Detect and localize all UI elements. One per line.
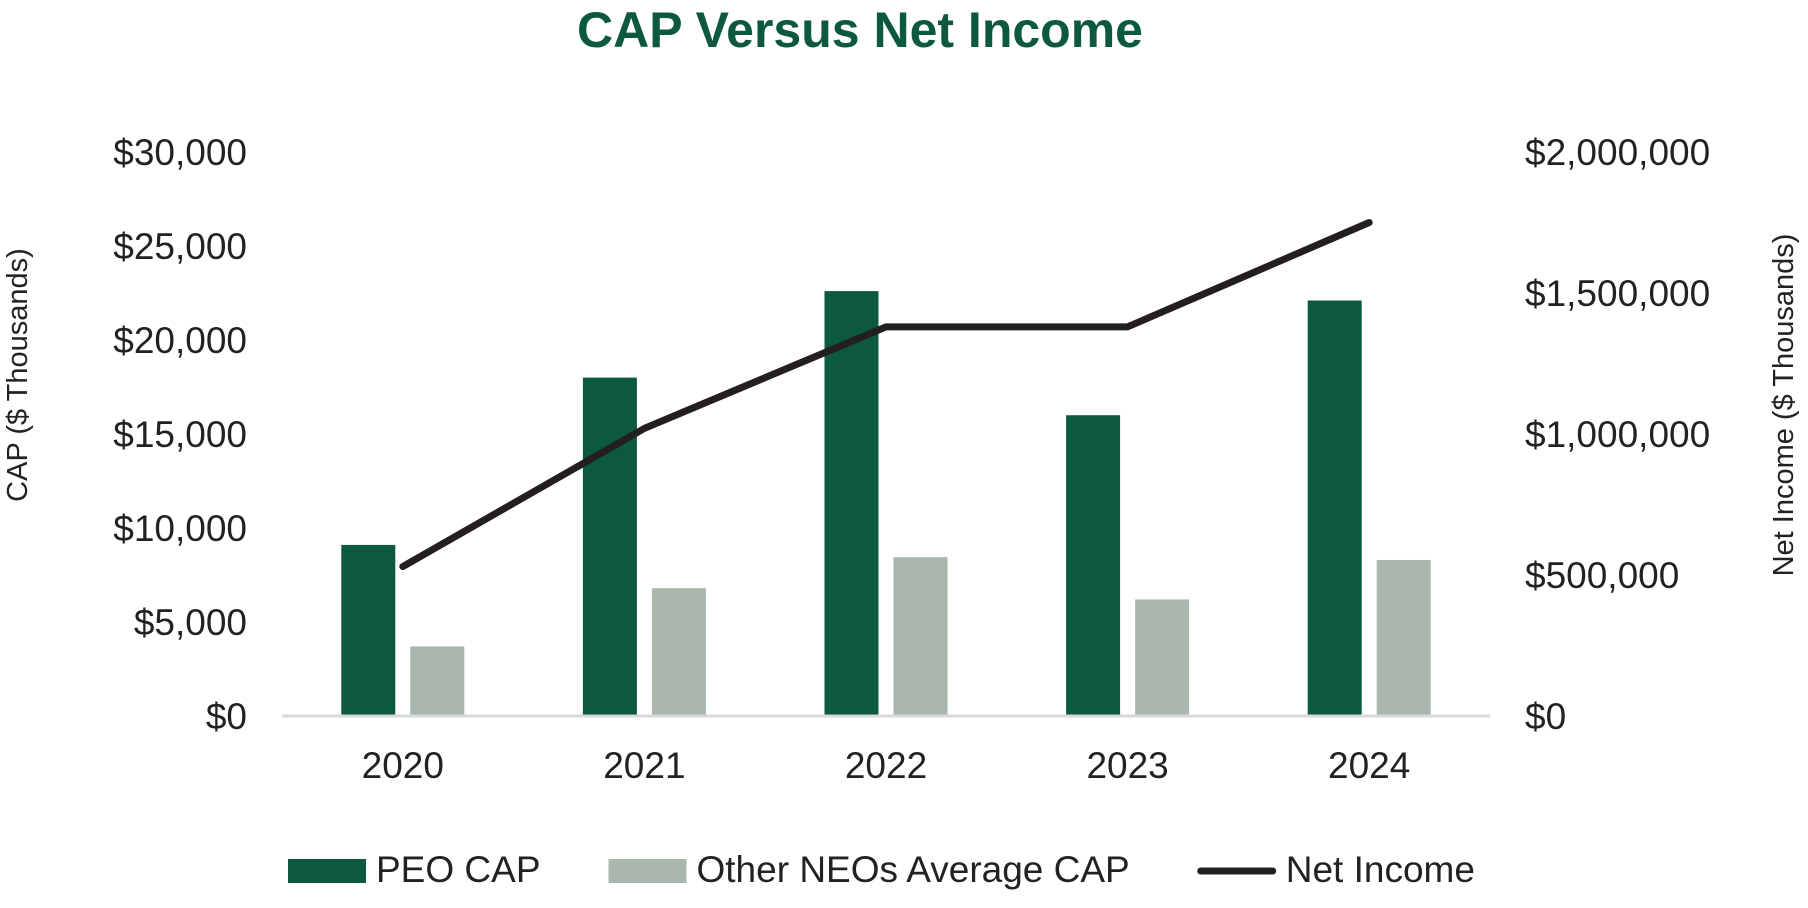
bar-other-neos-average-cap-2024 <box>1376 559 1431 716</box>
x-tick-label: 2020 <box>362 745 444 786</box>
line-net-income <box>399 219 1373 571</box>
legend-swatch-peo-cap <box>288 859 366 883</box>
left-tick-label: $30,000 <box>113 132 247 173</box>
legend-label-other-neos-average-cap: Other NEOs Average CAP <box>697 849 1130 890</box>
right-tick-label: $2,000,000 <box>1525 132 1710 173</box>
x-tick-label: 2024 <box>1328 745 1410 786</box>
left-tick-label: $20,000 <box>113 320 247 361</box>
legend-label-net-income: Net Income <box>1286 849 1475 890</box>
bar-other-neos-average-cap-2021 <box>651 588 706 716</box>
legend: PEO CAP Other NEOs Average CAP Net Income <box>288 849 1475 890</box>
left-tick-label: $25,000 <box>113 226 247 267</box>
right-axis-title: Net Income ($ Thousands) <box>1768 234 1800 577</box>
legend-swatch-other-neos-average-cap <box>608 859 687 883</box>
bar-peo-cap-2021 <box>582 377 637 716</box>
x-tick-label: 2021 <box>603 745 685 786</box>
right-tick-label: $500,000 <box>1525 555 1679 596</box>
x-tick-label: 2023 <box>1086 745 1168 786</box>
bar-peo-cap-2022 <box>824 291 879 716</box>
right-tick-label: $0 <box>1525 696 1566 737</box>
plot-area <box>282 219 1490 718</box>
left-tick-label: $0 <box>206 696 247 737</box>
bar-peo-cap-2024 <box>1307 300 1362 716</box>
bar-peo-cap-2020 <box>341 544 396 716</box>
bar-other-neos-average-cap-2022 <box>893 557 948 716</box>
chart-title: CAP Versus Net Income <box>577 2 1143 58</box>
legend-label-peo-cap: PEO CAP <box>376 849 541 890</box>
right-tick-label: $1,000,000 <box>1525 414 1710 455</box>
bar-other-neos-average-cap-2023 <box>1135 599 1190 716</box>
left-tick-label: $5,000 <box>134 602 247 643</box>
x-axis-ticks: 2020 2021 2022 2023 2024 <box>362 745 1411 786</box>
left-tick-label: $15,000 <box>113 414 247 455</box>
right-tick-label: $1,500,000 <box>1525 273 1710 314</box>
left-tick-label: $10,000 <box>113 508 247 549</box>
left-axis-title: CAP ($ Thousands) <box>2 248 34 502</box>
bar-other-neos-average-cap-2020 <box>410 646 465 716</box>
left-axis-ticks: $0 $5,000 $10,000 $15,000 $20,000 $25,000 $30,… <box>113 132 247 737</box>
bar-peo-cap-2023 <box>1066 415 1121 716</box>
x-tick-label: 2022 <box>845 745 927 786</box>
right-axis-ticks: $0 $500,000 $1,000,000 $1,500,000 $2,000,000 <box>1525 132 1710 737</box>
